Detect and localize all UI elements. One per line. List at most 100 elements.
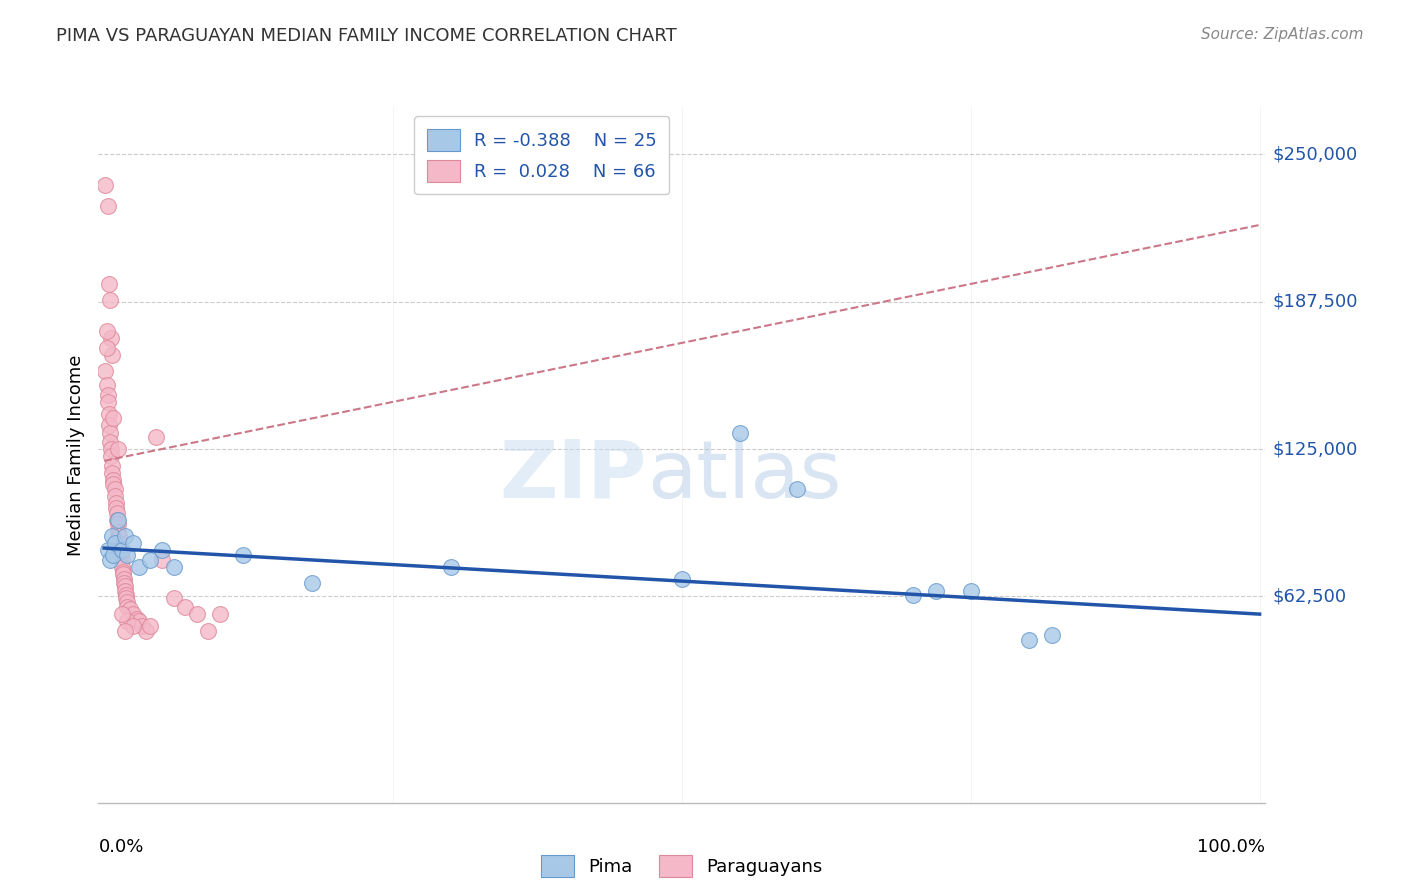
Point — [232, 548, 254, 562]
Point — [117, 548, 139, 562]
Point — [208, 607, 231, 621]
Point — [112, 572, 135, 586]
Point — [96, 324, 118, 338]
Text: ZIP: ZIP — [499, 437, 647, 515]
Y-axis label: Median Family Income: Median Family Income — [66, 354, 84, 556]
Point — [104, 536, 127, 550]
Point — [118, 602, 141, 616]
Point — [107, 524, 129, 539]
Point — [104, 500, 127, 515]
Point — [97, 418, 120, 433]
Point — [110, 607, 132, 621]
Point — [110, 560, 132, 574]
Point — [440, 560, 463, 574]
Point — [100, 331, 122, 345]
Point — [101, 458, 124, 473]
Point — [150, 543, 173, 558]
Point — [145, 430, 167, 444]
Point — [107, 442, 129, 456]
Point — [671, 572, 693, 586]
Text: $62,500: $62,500 — [1272, 588, 1347, 606]
Point — [100, 449, 122, 463]
Point — [174, 600, 197, 615]
Point — [117, 614, 139, 628]
Point — [103, 477, 125, 491]
Point — [135, 624, 157, 638]
Point — [1040, 628, 1063, 642]
Text: PIMA VS PARAGUAYAN MEDIAN FAMILY INCOME CORRELATION CHART: PIMA VS PARAGUAYAN MEDIAN FAMILY INCOME … — [56, 27, 678, 45]
Point — [105, 506, 128, 520]
Point — [98, 293, 121, 308]
Point — [139, 553, 162, 567]
Point — [128, 614, 150, 628]
Point — [107, 517, 129, 532]
Point — [115, 591, 138, 605]
Point — [101, 466, 124, 480]
Point — [786, 482, 808, 496]
Point — [107, 513, 129, 527]
Point — [101, 348, 124, 362]
Point — [122, 619, 145, 633]
Point — [901, 588, 924, 602]
Point — [110, 543, 132, 558]
Point — [110, 548, 132, 562]
Point — [98, 553, 121, 567]
Point — [925, 583, 948, 598]
Point — [98, 425, 121, 440]
Text: Source: ZipAtlas.com: Source: ZipAtlas.com — [1201, 27, 1364, 42]
Point — [97, 543, 120, 558]
Point — [108, 536, 131, 550]
Point — [104, 496, 127, 510]
Point — [100, 442, 122, 456]
Point — [105, 513, 128, 527]
Point — [111, 565, 134, 579]
Point — [115, 588, 138, 602]
Point — [101, 529, 124, 543]
Point — [131, 619, 153, 633]
Point — [186, 607, 208, 621]
Text: $125,000: $125,000 — [1272, 440, 1358, 458]
Point — [162, 560, 184, 574]
Point — [1018, 633, 1040, 648]
Point — [94, 364, 117, 378]
Point — [96, 341, 118, 355]
Point — [128, 560, 150, 574]
Point — [110, 553, 132, 567]
Point — [959, 583, 981, 598]
Point — [114, 529, 136, 543]
Text: 0.0%: 0.0% — [98, 838, 143, 856]
Point — [104, 482, 127, 496]
Point — [728, 425, 751, 440]
Point — [97, 199, 120, 213]
Text: $250,000: $250,000 — [1272, 145, 1358, 163]
Point — [117, 600, 139, 615]
Point — [108, 529, 131, 543]
Legend: Pima, Paraguayans: Pima, Paraguayans — [534, 847, 830, 884]
Point — [97, 277, 120, 291]
Text: $187,500: $187,500 — [1272, 293, 1358, 310]
Point — [111, 567, 134, 582]
Point — [114, 624, 136, 638]
Point — [112, 576, 135, 591]
Point — [122, 607, 145, 621]
Point — [97, 407, 120, 421]
Point — [197, 624, 219, 638]
Point — [103, 548, 125, 562]
Point — [139, 619, 162, 633]
Text: 100.0%: 100.0% — [1198, 838, 1265, 856]
Point — [94, 178, 117, 192]
Point — [122, 536, 145, 550]
Point — [125, 612, 148, 626]
Point — [110, 541, 132, 555]
Point — [117, 595, 139, 609]
Point — [114, 583, 136, 598]
Point — [96, 378, 118, 392]
Point — [301, 576, 323, 591]
Text: atlas: atlas — [647, 437, 841, 515]
Point — [98, 434, 121, 449]
Point — [97, 388, 120, 402]
Point — [150, 553, 173, 567]
Point — [162, 591, 184, 605]
Point — [114, 579, 136, 593]
Point — [103, 473, 125, 487]
